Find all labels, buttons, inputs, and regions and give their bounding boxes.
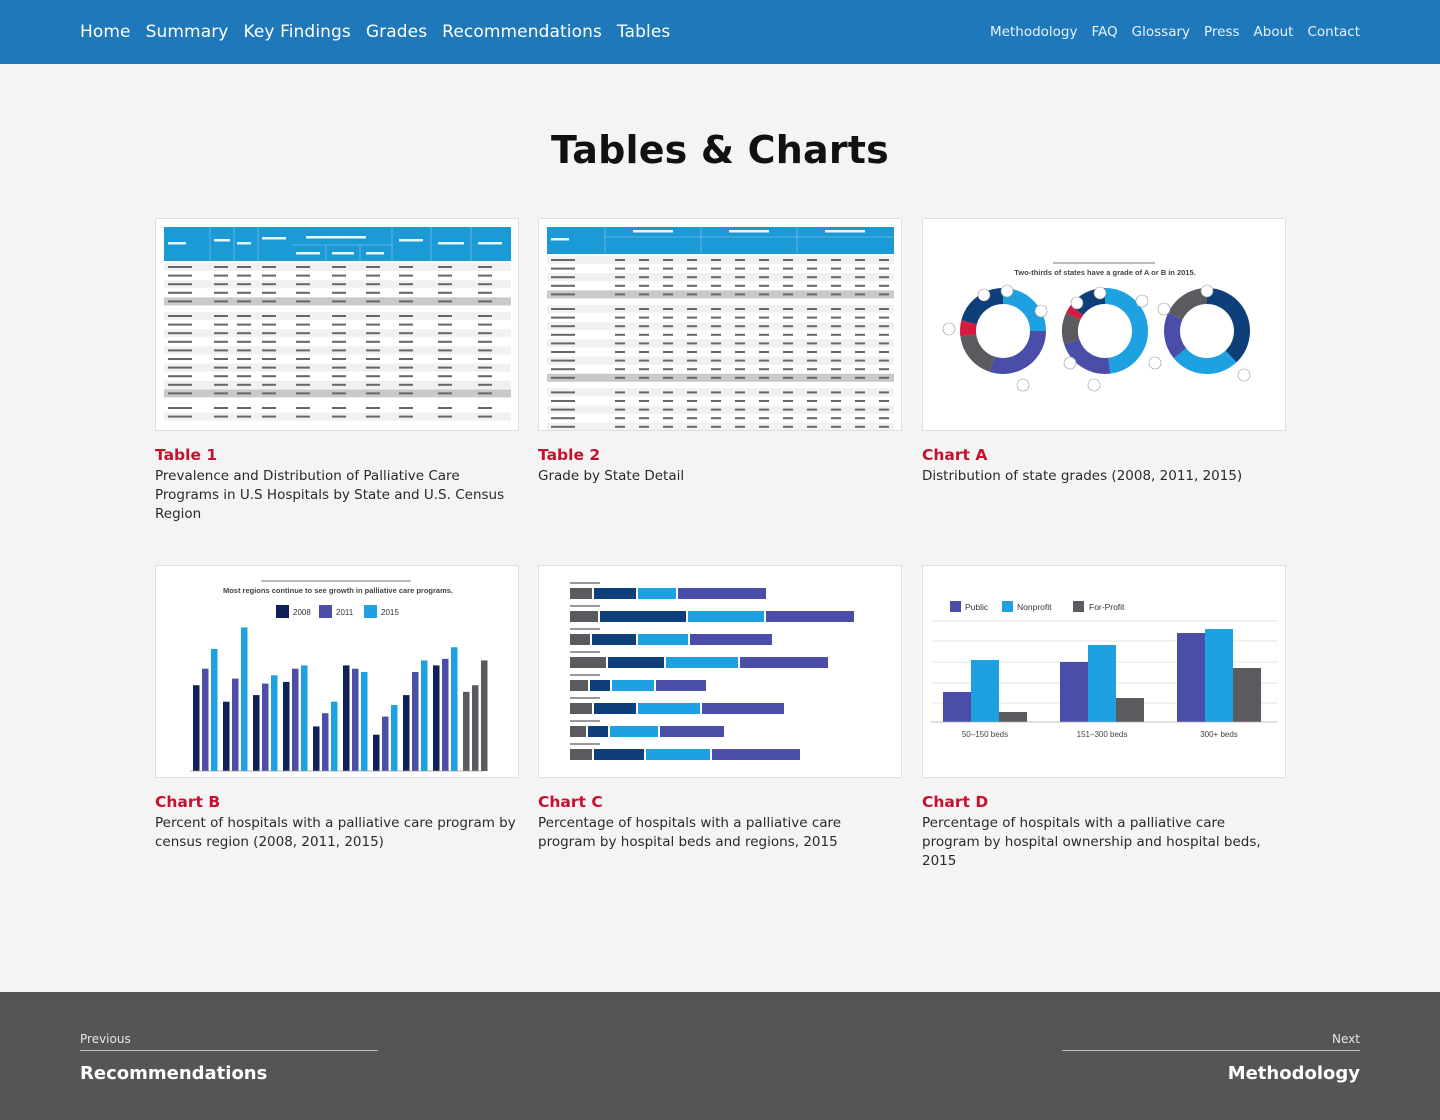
nav-press[interactable]: Press <box>1204 24 1240 40</box>
table-2-thumbnail-image <box>547 227 894 430</box>
thumbnail-chart-c[interactable] <box>538 565 902 778</box>
page-title: Tables & Charts <box>551 128 889 172</box>
card-description: Distribution of state grades (2008, 2011… <box>922 468 1243 484</box>
table-1-thumbnail-image <box>164 227 511 421</box>
thumbnail-table-1[interactable] <box>155 218 519 431</box>
nav-key-findings[interactable]: Key Findings <box>243 22 351 42</box>
nav-tables[interactable]: Tables <box>616 22 671 42</box>
next-label: Next <box>1062 1032 1360 1051</box>
card-table-1[interactable]: Table 1 Prevalence and Distribution of P… <box>155 218 519 524</box>
chart-d-legend-nonprofit: Nonprofit <box>1017 602 1052 612</box>
card-description: Percent of hospitals with a palliative c… <box>155 815 516 850</box>
card-description: Percentage of hospitals with a palliativ… <box>538 815 842 850</box>
card-chart-a[interactable]: Two-thirds of states have a grade of A o… <box>922 218 1286 486</box>
footer-pager: Previous Recommendations Next Methodolog… <box>0 992 1440 1120</box>
chart-d-category-151-300: 151–300 beds <box>1077 730 1128 739</box>
card-label[interactable]: Chart A <box>922 446 988 464</box>
card-chart-c[interactable]: Chart C Percentage of hospitals with a p… <box>538 565 902 852</box>
card-label[interactable]: Chart D <box>922 793 989 811</box>
thumbnail-chart-a[interactable]: Two-thirds of states have a grade of A o… <box>922 218 1286 431</box>
nav-faq[interactable]: FAQ <box>1091 24 1118 40</box>
chart-d-legend-public: Public <box>965 602 989 612</box>
nav-about[interactable]: About <box>1253 24 1294 40</box>
secondary-nav: Methodology FAQ Glossary Press About Con… <box>990 0 1360 64</box>
card-chart-d[interactable]: Public Nonprofit For-Profit 50–150 beds … <box>922 565 1286 871</box>
chart-c-thumbnail-image <box>570 582 854 760</box>
chart-a-thumbnail-image: Two-thirds of states have a grade of A o… <box>942 262 1251 392</box>
card-chart-b[interactable]: Most regions continue to see growth in p… <box>155 565 519 852</box>
nav-recommendations[interactable]: Recommendations <box>442 22 602 42</box>
card-description: Percentage of hospitals with a palliativ… <box>922 815 1261 869</box>
nav-contact[interactable]: Contact <box>1307 24 1360 40</box>
card-label[interactable]: Table 2 <box>538 446 601 464</box>
chart-d-category-300-plus: 300+ beds <box>1200 730 1238 739</box>
chart-b-legend-2011: 2011 <box>336 608 354 617</box>
previous-label: Previous <box>80 1032 378 1051</box>
next-page-title[interactable]: Methodology <box>1227 1063 1360 1084</box>
thumbnail-chart-d[interactable]: Public Nonprofit For-Profit 50–150 beds … <box>922 565 1286 778</box>
chart-b-legend-2015: 2015 <box>381 608 399 617</box>
chart-d-legend-for-profit: For-Profit <box>1089 602 1125 612</box>
previous-page-title[interactable]: Recommendations <box>80 1063 268 1084</box>
chart-b-thumbnail-image: Most regions continue to see growth in p… <box>190 580 488 772</box>
primary-nav: Home Summary Key Findings Grades Recomme… <box>80 0 670 64</box>
nav-summary[interactable]: Summary <box>145 22 229 42</box>
nav-grades[interactable]: Grades <box>365 22 428 42</box>
nav-home[interactable]: Home <box>80 22 131 42</box>
thumbnail-chart-b[interactable]: Most regions continue to see growth in p… <box>155 565 519 778</box>
next-page-link[interactable]: Next Methodology <box>1062 1032 1360 1084</box>
nav-glossary[interactable]: Glossary <box>1131 24 1191 40</box>
card-label[interactable]: Table 1 <box>155 446 218 464</box>
chart-b-title: Most regions continue to see growth in p… <box>223 586 453 595</box>
chart-d-thumbnail-image: Public Nonprofit For-Profit 50–150 beds … <box>931 601 1278 739</box>
card-description: Prevalence and Distribution of Palliativ… <box>155 468 505 522</box>
card-label[interactable]: Chart C <box>538 793 603 811</box>
nav-methodology[interactable]: Methodology <box>990 24 1078 40</box>
card-description: Grade by State Detail <box>538 468 685 484</box>
chart-b-legend-2008: 2008 <box>293 608 311 617</box>
chart-a-title: Two-thirds of states have a grade of A o… <box>1014 268 1195 277</box>
top-navigation: Home Summary Key Findings Grades Recomme… <box>0 0 1440 64</box>
card-label[interactable]: Chart B <box>155 793 221 811</box>
chart-d-category-50-150: 50–150 beds <box>962 730 1008 739</box>
card-table-2[interactable]: Table 2 Grade by State Detail <box>538 218 902 486</box>
thumbnail-table-2[interactable] <box>538 218 902 431</box>
previous-page-link[interactable]: Previous Recommendations <box>80 1032 378 1084</box>
